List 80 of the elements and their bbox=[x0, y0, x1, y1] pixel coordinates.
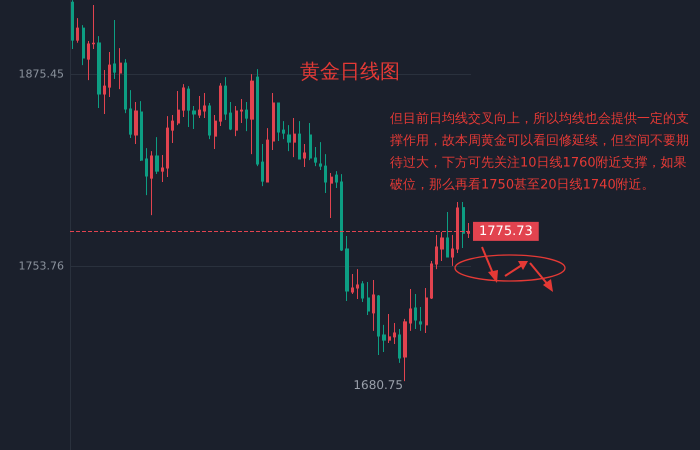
annotation: 1680.75 bbox=[353, 378, 404, 392]
candlestick bbox=[140, 100, 143, 162]
candlestick bbox=[82, 24, 85, 66]
candlestick bbox=[372, 279, 375, 332]
candlestick bbox=[235, 105, 238, 137]
candlestick bbox=[203, 92, 206, 118]
candlestick bbox=[319, 142, 322, 171]
candlestick bbox=[414, 294, 417, 330]
candlestick bbox=[403, 318, 407, 382]
candlestick bbox=[177, 90, 180, 126]
annotation: 但目前日均线交叉向上，所以均线也会提供一定的支撑作用，故本周黄金可以看回修延续，但空间不要期待过大，下方可先关注10日线1760附近支撑，如果破位，那么再看1750甚至20日线1740附近。 bbox=[389, 110, 689, 192]
candlestick bbox=[446, 211, 449, 258]
candlestick bbox=[425, 288, 428, 334]
candlestick bbox=[208, 102, 211, 140]
candlestick bbox=[324, 154, 327, 194]
candlestick bbox=[345, 235, 349, 302]
candlestick bbox=[155, 136, 159, 174]
candlestick bbox=[330, 172, 333, 218]
candlestick bbox=[103, 70, 106, 115]
candlestick bbox=[198, 96, 201, 118]
candlestick bbox=[361, 280, 364, 303]
candlestick bbox=[367, 282, 370, 316]
candlestick bbox=[462, 202, 465, 248]
candlestick bbox=[124, 58, 127, 114]
candlestick bbox=[440, 232, 444, 262]
candlestick bbox=[145, 148, 148, 196]
candlestick bbox=[398, 328, 401, 364]
candlestick bbox=[245, 102, 248, 132]
candlestick bbox=[97, 36, 101, 109]
candlestick bbox=[435, 234, 438, 270]
candlestick bbox=[166, 116, 169, 178]
candlestick bbox=[309, 122, 312, 161]
text: 黄金日线图 bbox=[300, 59, 400, 83]
candlestick bbox=[419, 306, 422, 332]
candlestick bbox=[451, 234, 454, 266]
candlestick bbox=[113, 20, 116, 80]
candlestick bbox=[282, 120, 285, 140]
candlestick bbox=[256, 68, 259, 167]
y-tick-label: 1875.45 bbox=[18, 68, 64, 81]
candlestick bbox=[108, 52, 111, 98]
candlestick bbox=[87, 40, 90, 81]
candlestick bbox=[161, 154, 164, 183]
candlestick bbox=[224, 76, 227, 121]
candlestick bbox=[340, 174, 343, 252]
candlestick bbox=[393, 322, 396, 345]
candlestick bbox=[76, 18, 79, 44]
candlestick bbox=[293, 117, 296, 158]
candlestick bbox=[356, 268, 359, 300]
candlestick bbox=[298, 120, 301, 160]
candlestick bbox=[377, 294, 380, 356]
candlestick bbox=[409, 288, 412, 332]
candlestick bbox=[119, 48, 122, 90]
candlestick bbox=[388, 314, 391, 344]
candlestick bbox=[287, 124, 291, 152]
candlestick bbox=[266, 128, 269, 183]
candlestick bbox=[192, 105, 196, 130]
candlestick bbox=[182, 84, 185, 118]
candlestick bbox=[187, 86, 190, 128]
candlestick bbox=[240, 98, 243, 124]
candlestick bbox=[261, 144, 264, 187]
candlestick bbox=[214, 114, 217, 150]
candlestick bbox=[229, 102, 232, 131]
candlestick bbox=[335, 170, 338, 189]
candlestick bbox=[134, 102, 138, 145]
candlestick bbox=[272, 92, 275, 150]
candlestick bbox=[92, 4, 95, 50]
candlestick bbox=[382, 324, 386, 353]
candlestick bbox=[219, 82, 222, 127]
y-tick-label: 1753.76 bbox=[18, 259, 64, 272]
candlestick bbox=[277, 102, 280, 142]
candlestick bbox=[250, 74, 254, 155]
candlestick bbox=[150, 150, 153, 216]
candlestick bbox=[171, 114, 174, 144]
candlestick bbox=[351, 273, 354, 295]
candlestick bbox=[430, 260, 433, 300]
candlestick bbox=[129, 90, 132, 139]
ref-line-label: 1775.73 bbox=[479, 224, 533, 239]
candlestick bbox=[314, 146, 317, 167]
candlestick bbox=[71, 0, 74, 50]
candlestick bbox=[303, 144, 306, 168]
